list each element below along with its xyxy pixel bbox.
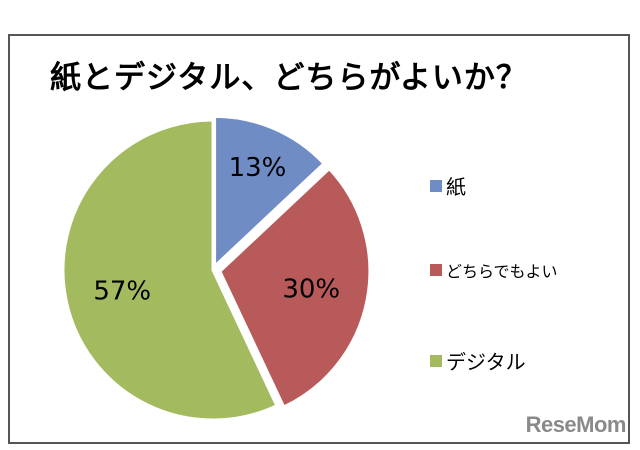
pie-slice-2 [218,166,372,410]
data-label-1: 13% [229,153,287,183]
chart-title: 紙とデジタル、どちらがよいか？ [50,60,528,96]
legend-item-2: どちらでもよい [430,258,558,282]
legend-label: デジタル [446,350,526,374]
data-label-2: 30% [282,275,340,305]
legend-label: どちらでもよい [446,262,558,281]
legend-swatch [430,264,442,276]
resemom-logo: ReseMom [525,412,627,437]
data-label-3: 57% [93,276,151,306]
pie-slice-3 [61,118,279,422]
legend-swatch [430,179,442,192]
legend-swatch [430,354,442,367]
legend-item-3: デジタル [430,346,526,375]
legend-label: 紙 [446,175,466,199]
legend-item-1: 紙 [430,171,466,200]
pie-slice-1 [213,114,327,270]
